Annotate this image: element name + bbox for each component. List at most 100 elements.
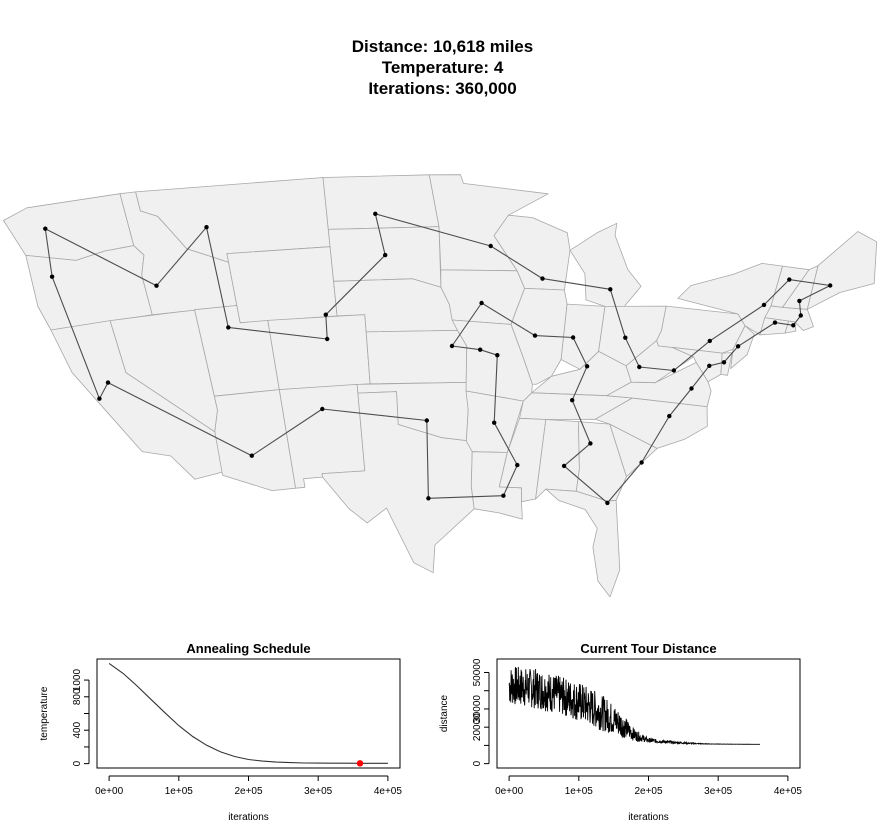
route-segment [98, 382, 109, 399]
tour-distance-plot: Current Tour Distance 0e+00 1e+05 2e+05 3e+0… [439, 641, 802, 823]
route-segment [606, 462, 643, 504]
city-point [249, 453, 254, 458]
route-segment [534, 335, 574, 339]
city-point [320, 406, 325, 412]
city-point [97, 396, 102, 401]
city-point [495, 353, 500, 358]
city-point [584, 364, 590, 369]
route-segment [609, 289, 626, 338]
city-point [667, 413, 672, 419]
route-segment [45, 228, 157, 287]
city-point [479, 300, 484, 306]
state-shape [267, 314, 371, 391]
x-tick-label: 4e+05 [774, 786, 803, 797]
city-point [588, 441, 593, 446]
route-segment [205, 227, 229, 328]
route-segment [563, 442, 591, 467]
city-point [426, 496, 431, 501]
state-shape [806, 231, 878, 310]
city-point [772, 320, 778, 325]
y-tick-label: 20000 [472, 713, 483, 741]
city-point [105, 380, 111, 385]
route-segment [571, 399, 591, 444]
route-segment [322, 408, 427, 422]
route-segment [709, 361, 725, 367]
route-segment [44, 228, 53, 277]
city-point [798, 313, 803, 318]
y-tick-label: 800 [72, 688, 83, 705]
route-segment [789, 279, 831, 287]
distance-trace [508, 666, 760, 746]
city-point [707, 363, 712, 368]
route-segment [325, 314, 328, 340]
plot-title: Current Tour Distance [580, 641, 716, 656]
route-segment [374, 213, 386, 256]
route-segment [542, 278, 611, 290]
route-segment [107, 382, 253, 457]
city-point [761, 302, 767, 308]
route-segment [480, 349, 498, 356]
city-point [639, 460, 644, 465]
state-shape [545, 488, 621, 598]
city-point [787, 277, 792, 282]
city-point [671, 368, 677, 373]
route-segment [502, 464, 518, 496]
city-point [570, 335, 576, 340]
city-point [735, 344, 741, 349]
city-point [707, 338, 712, 344]
route-segment [571, 366, 588, 401]
x-tick-label: 2e+05 [634, 786, 663, 797]
route-segment [774, 322, 794, 326]
annealing-schedule-plot: Annealing Schedule 0e+00 1e+05 2e+05 3e+05 4e… [39, 641, 402, 823]
route-segment [156, 226, 207, 287]
tour-cities [43, 211, 833, 506]
city-point [515, 462, 520, 468]
tour-route [44, 213, 831, 504]
x-tick-label: 4e+05 [374, 786, 403, 797]
x-tick-label: 2e+05 [234, 786, 263, 797]
route-segment [723, 345, 739, 363]
city-point [43, 226, 48, 231]
route-segment [490, 245, 543, 280]
temperature-line [108, 662, 388, 764]
plot-title: Annealing Schedule [186, 641, 310, 656]
route-segment [563, 465, 608, 504]
us-map [3, 174, 878, 598]
city-point [540, 276, 545, 281]
state-shape [365, 329, 468, 385]
city-point [623, 335, 628, 340]
city-point [689, 386, 694, 391]
y-tick-label: 30000 [472, 695, 483, 723]
route-segment [798, 300, 802, 316]
route-segment [228, 326, 328, 340]
route-segment [673, 340, 711, 371]
city-point [561, 463, 567, 469]
route-segment [624, 337, 640, 368]
x-tick-label: 0e+00 [95, 786, 124, 797]
route-segment [572, 337, 588, 367]
route-segment [668, 388, 692, 417]
state-shape [656, 305, 746, 354]
x-tick-label: 0e+00 [495, 786, 524, 797]
route-segment [481, 302, 536, 337]
plot-frame [96, 658, 401, 769]
x-tick-label: 3e+05 [704, 786, 733, 797]
city-point [797, 298, 802, 304]
city-point [373, 211, 378, 216]
y-tick-label: 400 [72, 721, 83, 738]
city-point [492, 420, 497, 425]
y-tick-label: 50000 [472, 658, 483, 686]
city-point [478, 347, 483, 352]
x-tick-label: 3e+05 [304, 786, 333, 797]
current-iteration-marker [356, 760, 364, 767]
x-tick-label: 1e+05 [565, 786, 594, 797]
x-tick-label: 1e+05 [165, 786, 194, 797]
route-segment [639, 366, 674, 372]
route-segment [763, 279, 790, 306]
y-axis-label: temperature [39, 686, 50, 740]
y-tick-label: 0 [472, 760, 483, 766]
route-segment [428, 495, 504, 499]
city-point [154, 283, 159, 288]
city-point [608, 287, 613, 292]
city-point [49, 274, 55, 279]
